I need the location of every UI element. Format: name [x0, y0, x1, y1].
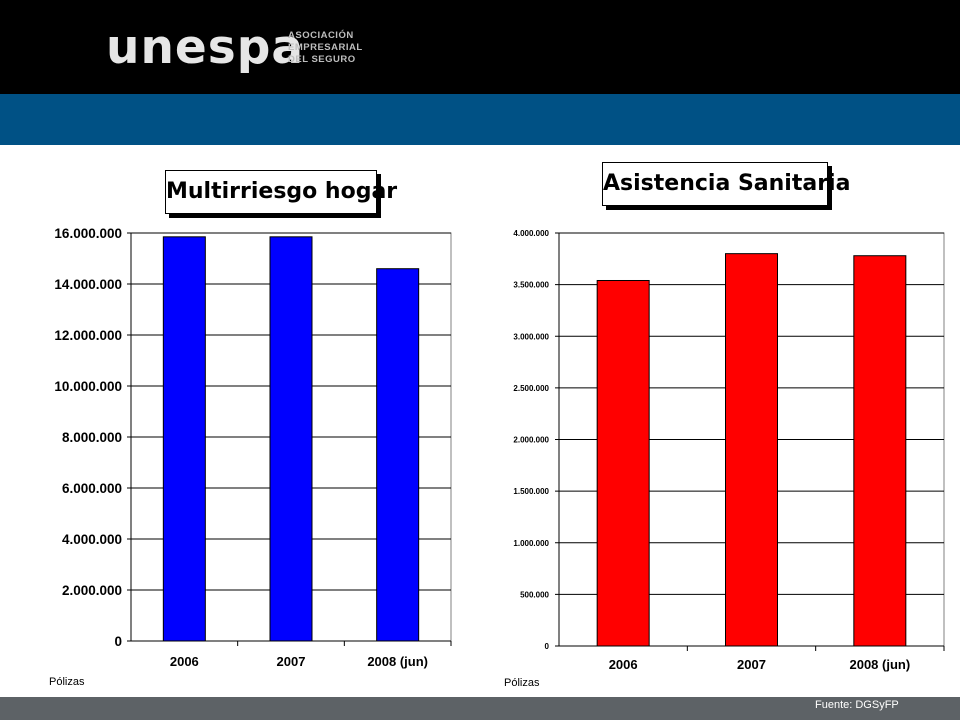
logo-line-1: ASOCIACIÓN	[288, 30, 354, 41]
left-y-tick-label: 0	[114, 634, 122, 649]
left-bar	[376, 268, 420, 642]
right-y-tick-label: 3.500.000	[513, 281, 549, 290]
right-y-tick-label: 1.500.000	[513, 487, 549, 496]
right-x-tick-label: 2008 (jun)	[849, 657, 910, 672]
left-bar	[269, 236, 313, 642]
right-bar	[596, 279, 650, 647]
header-bar: unespa ASOCIACIÓN EMPRESARIAL DEL SEGURO	[0, 0, 960, 94]
right-y-tick-label: 4.000.000	[513, 229, 549, 238]
left-x-tick-label: 2007	[277, 654, 306, 669]
left-y-tick-label: 4.000.000	[62, 532, 122, 547]
left-y-tick-label: 10.000.000	[54, 379, 122, 394]
left-y-tick-label: 16.000.000	[54, 226, 122, 241]
left-bar	[162, 236, 206, 642]
right-bar	[725, 253, 778, 647]
right-y-tick-label: 2.500.000	[513, 384, 549, 393]
left-y-tick-label: 6.000.000	[62, 481, 122, 496]
left-chart-ylabel: Pólizas	[49, 676, 85, 688]
left-y-tick-label: 8.000.000	[62, 430, 122, 445]
left-y-tick-label: 12.000.000	[54, 328, 122, 343]
right-y-tick-label: 3.000.000	[513, 332, 549, 341]
source-note: Fuente: DGSyFP	[815, 699, 899, 711]
right-y-tick-label: 1.000.000	[513, 539, 549, 548]
logo-line-3: DEL SEGURO	[288, 54, 356, 65]
chart-title-multirriesgo-hogar: Multirriesgo hogar	[165, 170, 397, 214]
left-y-tick-label: 2.000.000	[62, 583, 122, 598]
right-x-tick-label: 2007	[737, 657, 766, 672]
right-y-tick-label: 500.000	[520, 590, 549, 599]
header-band	[0, 94, 960, 145]
chart-title-asistencia-sanitaria: Asistencia Sanitaria	[602, 162, 850, 206]
footer-bar	[0, 697, 960, 720]
right-y-tick-label: 0	[545, 642, 550, 651]
left-x-tick-label: 2008 (jun)	[367, 654, 428, 669]
right-bar	[853, 255, 907, 647]
logo-subtitle: ASOCIACIÓN EMPRESARIAL DEL SEGURO	[288, 30, 363, 66]
left-y-tick-label: 14.000.000	[54, 277, 122, 292]
left-x-tick-label: 2006	[170, 654, 199, 669]
right-chart-ylabel: Pólizas	[504, 677, 540, 689]
logo-line-2: EMPRESARIAL	[288, 42, 363, 53]
right-x-tick-label: 2006	[609, 657, 638, 672]
unespa-logo: unespa	[106, 20, 305, 75]
right-y-tick-label: 2.000.000	[513, 436, 549, 445]
